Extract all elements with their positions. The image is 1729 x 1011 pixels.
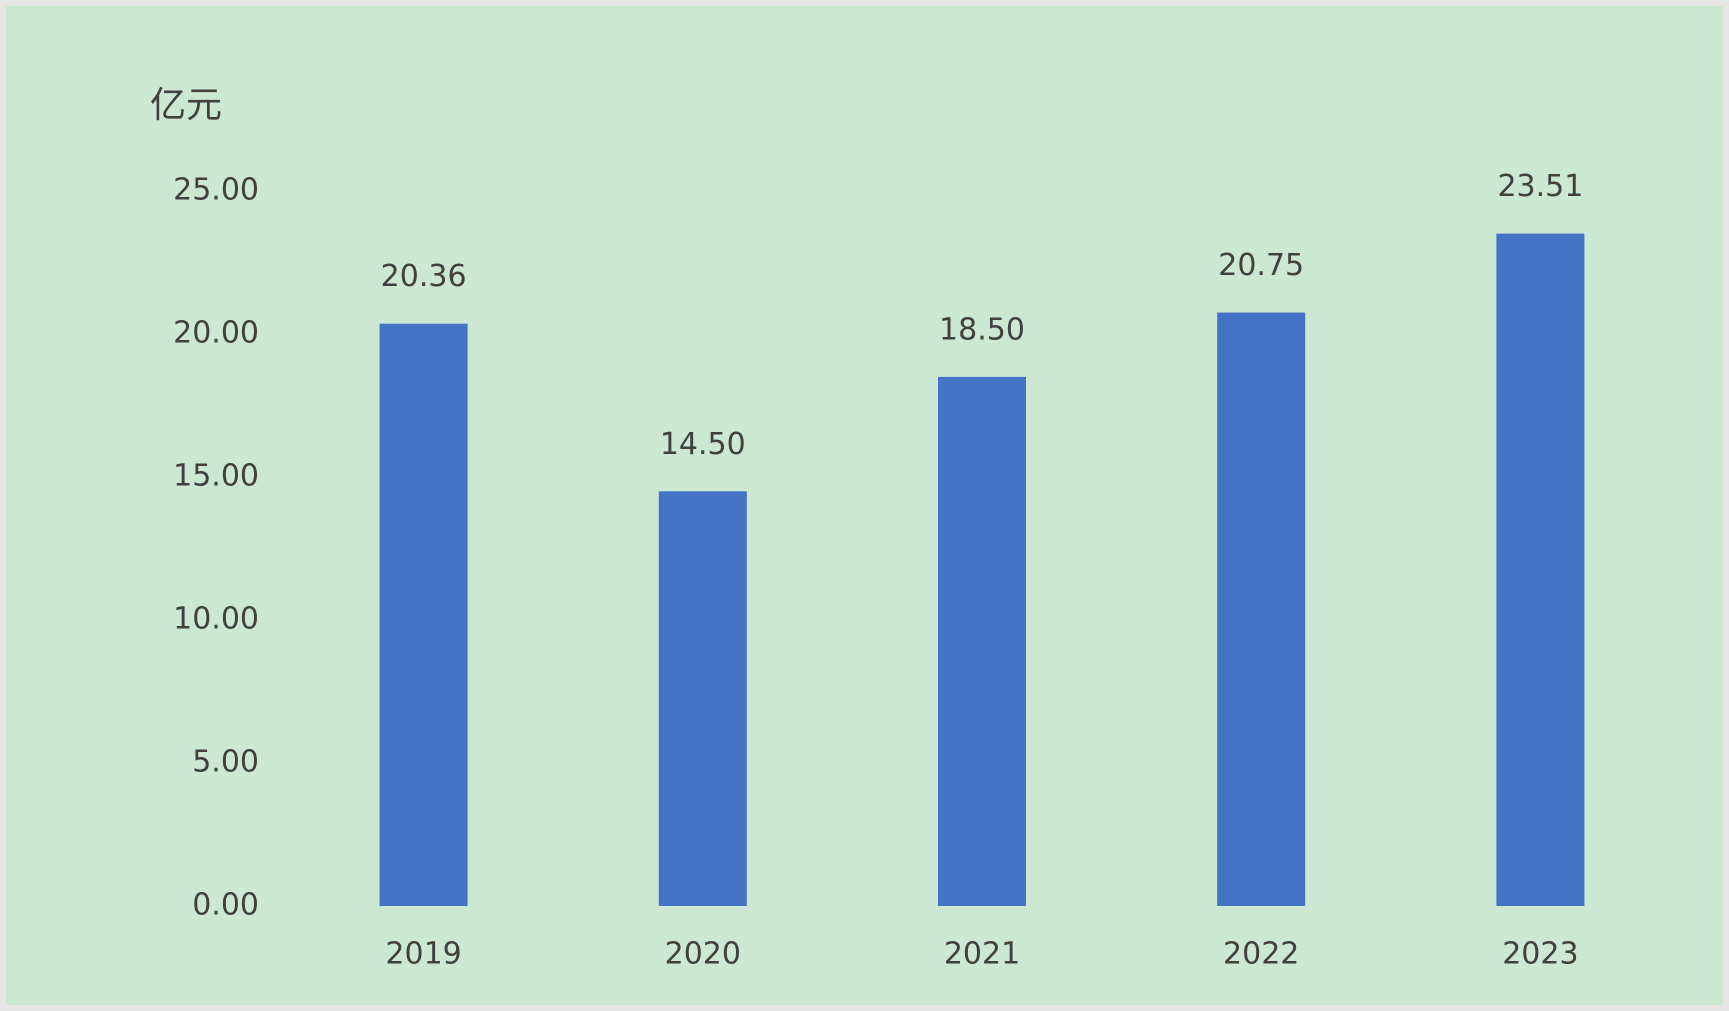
y-tick-label: 20.00 <box>173 316 259 351</box>
y-tick-label: 25.00 <box>173 173 259 208</box>
x-tick-label: 2023 <box>1502 937 1578 972</box>
bar <box>379 323 468 907</box>
bar <box>1496 233 1585 906</box>
x-tick-label: 2020 <box>665 937 741 972</box>
x-tick-label: 2019 <box>385 937 461 972</box>
data-label: 20.75 <box>1218 248 1304 283</box>
data-label: 20.36 <box>381 259 467 294</box>
data-label: 23.51 <box>1497 169 1583 204</box>
y-tick-label: 0.00 <box>192 888 259 923</box>
bar <box>1217 312 1306 906</box>
bar <box>658 491 747 906</box>
y-axis-label: 亿元 <box>150 85 222 126</box>
data-label: 18.50 <box>939 312 1025 347</box>
y-tick-label: 5.00 <box>192 745 259 780</box>
bar <box>938 376 1026 906</box>
y-tick-label: 15.00 <box>173 459 259 494</box>
chart-background <box>6 6 1723 1005</box>
x-tick-label: 2022 <box>1223 937 1299 972</box>
data-label: 14.50 <box>660 427 746 462</box>
y-tick-label: 10.00 <box>173 602 259 637</box>
x-tick-label: 2021 <box>944 937 1020 972</box>
